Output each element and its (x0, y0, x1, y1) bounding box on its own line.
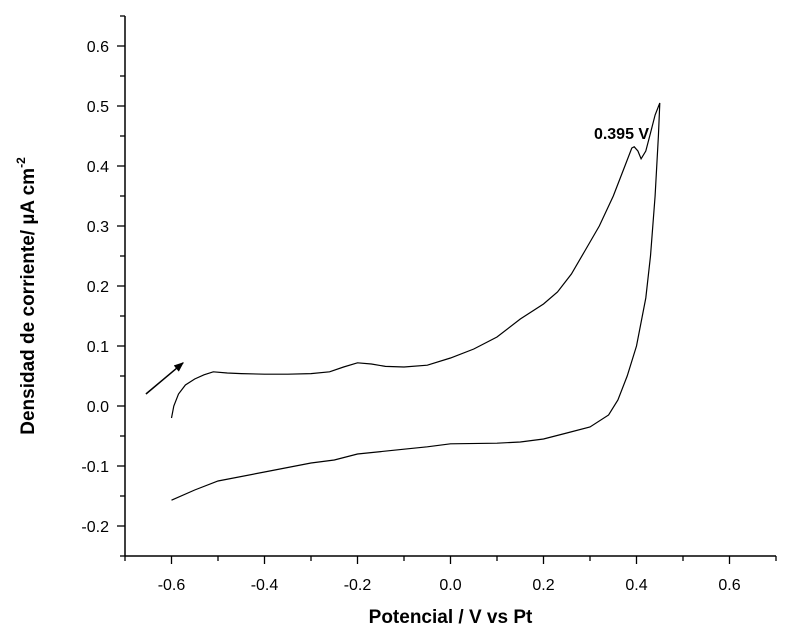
tick-marks (117, 15, 777, 564)
x-tick-label: 0.2 (532, 577, 554, 594)
x-tick-label: 0.6 (718, 577, 740, 594)
x-tick-label: -0.2 (344, 577, 372, 594)
y-tick-label: 0.1 (87, 339, 109, 356)
y-tick-label: 0.2 (87, 279, 109, 296)
x-tick-label: -0.6 (158, 577, 186, 594)
y-axis-title: Densidad de corriente/ µA cm-2 (14, 157, 39, 435)
x-axis-title: Potencial / V vs Pt (369, 607, 533, 628)
y-axis-title-main: Densidad de corriente/ (18, 225, 39, 435)
y-axis-title-unit: A cm (18, 168, 39, 214)
y-tick-label: -0.2 (81, 519, 109, 536)
y-tick-label: 0.0 (87, 399, 109, 416)
peak-annotation-label: 0.395 V (594, 126, 649, 143)
y-tick-label: 0.5 (87, 99, 109, 116)
y-axis-title-superscript: -2 (14, 157, 28, 168)
y-tick-label: -0.1 (81, 459, 109, 476)
tick-labels: -0.6 -0.4 -0.2 0.0 0.2 0.4 0.6 -0.2 -0.1 0.0 0.1 0.… (81, 39, 740, 594)
x-tick-label: -0.4 (251, 577, 279, 594)
x-tick-label: 0.4 (625, 577, 647, 594)
sweep-direction-arrow (145, 362, 184, 395)
y-tick-label: 0.3 (87, 219, 109, 236)
y-tick-label: 0.4 (87, 159, 109, 176)
y-axis-title-mu: µ (18, 214, 39, 225)
series-line (170, 102, 661, 501)
x-tick-label: 0.0 (439, 577, 461, 594)
y-tick-label: 0.6 (87, 39, 109, 56)
